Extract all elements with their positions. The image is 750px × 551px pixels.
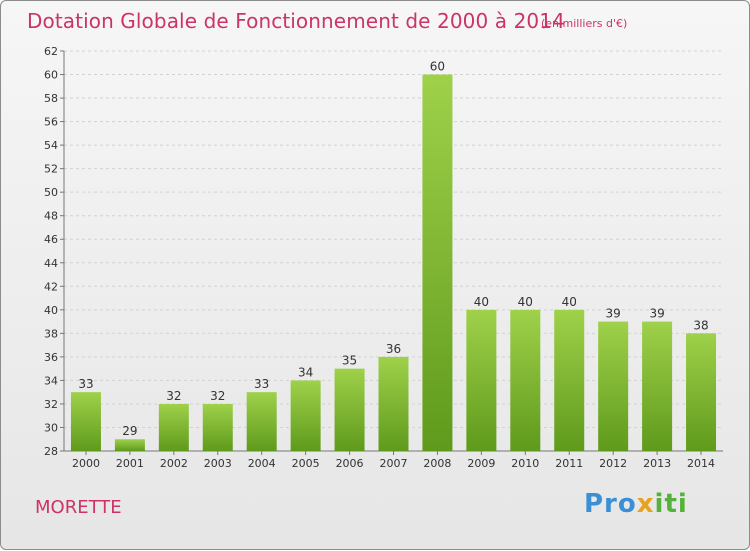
data-label-2004: 33 [254,377,269,391]
bar-2005 [290,380,321,451]
y-tick-label: 32 [44,398,58,411]
x-tick-label-2009: 2009 [467,457,495,470]
x-tick-label-2014: 2014 [687,457,715,470]
y-tick-label: 50 [44,186,58,199]
x-tick-label-2011: 2011 [555,457,583,470]
data-label-2014: 38 [693,318,708,332]
proxiti-logo: Proxiti [584,489,688,519]
x-tick-label-2004: 2004 [248,457,276,470]
bar-2004 [246,392,277,451]
data-label-2011: 40 [562,295,577,309]
data-label-2002: 32 [166,389,181,403]
x-tick-label-2000: 2000 [72,457,100,470]
bar-2009 [466,309,497,451]
bar-2007 [378,356,409,451]
y-tick-label: 48 [44,210,58,223]
x-tick-label-2006: 2006 [336,457,364,470]
data-label-2003: 32 [210,389,225,403]
commune-name: MORETTE [35,497,122,518]
y-tick-label: 56 [44,116,58,129]
x-tick-label-2013: 2013 [643,457,671,470]
y-tick-label: 52 [44,163,58,176]
bar-2002 [158,403,189,451]
x-tick-label-2007: 2007 [380,457,408,470]
data-label-2012: 39 [606,307,621,321]
bar-2000 [70,392,101,451]
data-label-2009: 40 [474,295,489,309]
y-tick-label: 28 [44,445,58,458]
bar-2006 [334,368,365,451]
x-tick-label-2012: 2012 [599,457,627,470]
x-tick-label-2008: 2008 [423,457,451,470]
y-tick-label: 40 [44,304,58,317]
data-label-2007: 36 [386,342,401,356]
bar-2001 [114,439,145,451]
data-label-2013: 39 [649,307,664,321]
y-tick-label: 38 [44,327,58,340]
x-tick-label-2001: 2001 [116,457,144,470]
bar-2014 [686,333,717,451]
bars: 33 29 32 32 33 34 35 36 60 40 40 40 39 39 38 [70,60,717,451]
y-tick-label: 58 [44,92,58,105]
data-label-2008: 60 [430,60,445,74]
data-label-2000: 33 [78,377,93,391]
y-tick-label: 34 [44,374,58,387]
y-tick-label: 62 [44,45,58,58]
y-tick-label: 30 [44,421,58,434]
x-tick-label-2010: 2010 [511,457,539,470]
data-label-2001: 29 [122,424,137,438]
y-tick-label: 44 [44,257,58,270]
bar-2011 [554,309,585,451]
x-tick-label-2005: 2005 [292,457,320,470]
data-label-2006: 35 [342,354,357,368]
y-tick-label: 42 [44,280,58,293]
y-tick-label: 54 [44,139,58,152]
y-tick-label: 46 [44,233,58,246]
y-tick-label: 60 [44,69,58,82]
bar-2008 [422,74,453,451]
chart-title: Dotation Globale de Fonctionnement de 20… [27,9,565,33]
bar-2010 [510,309,541,451]
y-tick-label: 36 [44,351,58,364]
bar-2012 [598,321,629,451]
bar-2003 [202,403,233,451]
data-label-2005: 34 [298,365,313,379]
bar-2013 [642,321,673,451]
x-tick-label-2002: 2002 [160,457,188,470]
data-label-2010: 40 [518,295,533,309]
x-tick-label-2003: 2003 [204,457,232,470]
unit-label: (en milliers d'€) [541,17,628,30]
